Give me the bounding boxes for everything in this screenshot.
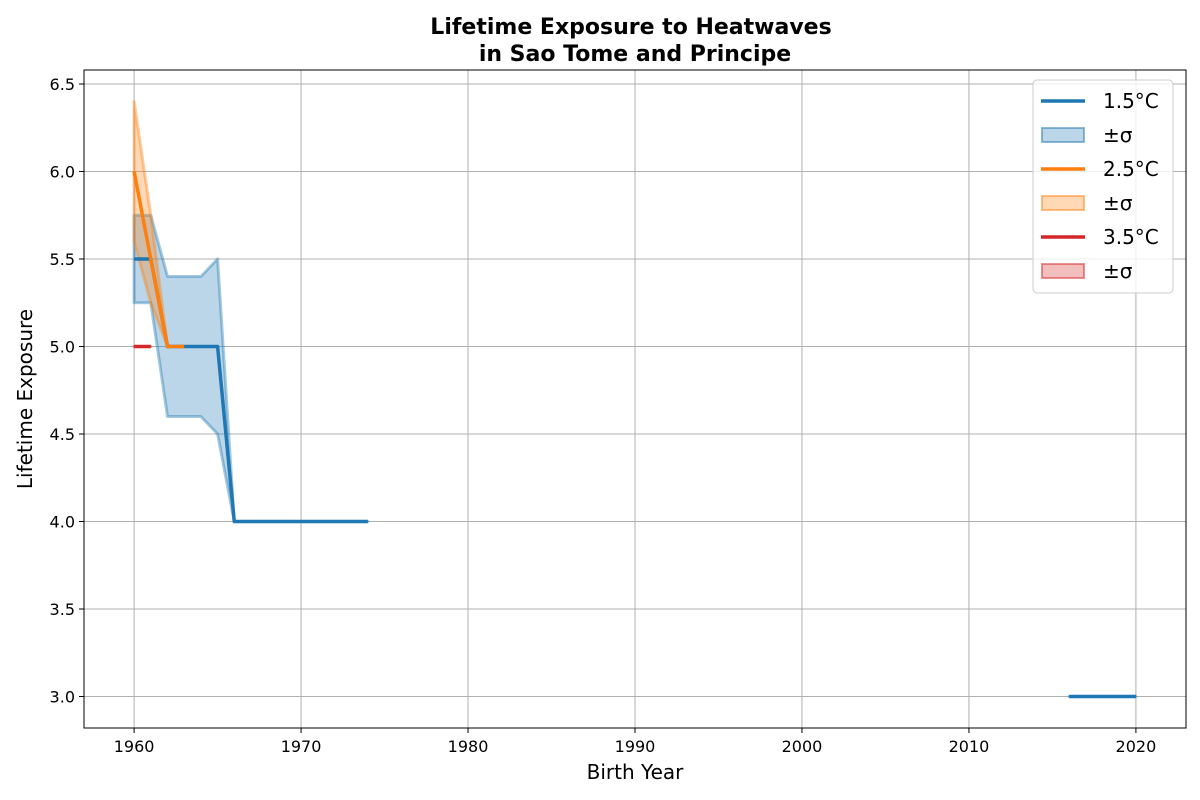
y-tick-label: 4.5 <box>50 425 75 444</box>
x-tick-label: 1960 <box>114 737 155 756</box>
y-tick-label: 4.0 <box>50 513 75 532</box>
legend-box <box>1032 79 1174 294</box>
legend-band-swatch-2 <box>1041 263 1085 279</box>
series-line-1 <box>132 171 185 349</box>
x-tick-label: 2010 <box>949 737 990 756</box>
grid <box>84 70 1186 728</box>
y-tick-label: 3.0 <box>50 688 75 707</box>
legend-band-swatch-0 <box>1041 127 1085 143</box>
plot-frame <box>83 69 1187 729</box>
legend-label-1: 2.5°C <box>1103 157 1159 181</box>
x-tick-label: 1990 <box>615 737 656 756</box>
legend-label-0: 1.5°C <box>1103 89 1159 113</box>
legend-band-label-1: ±σ <box>1103 191 1133 215</box>
axis-ticks: 1960 1970 1980 1990 2000 2010 2020 3.0 3.5 4.0 4.5… <box>50 75 1157 756</box>
legend-band-label-2: ±σ <box>1103 259 1133 283</box>
std-band-0 <box>132 213 370 523</box>
legend-band-swatch-1 <box>1041 195 1085 211</box>
chart-title-line1: Lifetime Exposure to Heatwaves <box>430 15 831 40</box>
y-tick-label: 6.0 <box>50 163 75 182</box>
legend-band-label-0: ±σ <box>1103 123 1133 147</box>
x-axis-label: Birth Year <box>587 760 684 784</box>
y-tick-label: 3.5 <box>50 600 75 619</box>
legend: 1.5°C ±σ 2.5°C ±σ 3.5°C ±σ <box>1032 79 1174 294</box>
y-tick-label: 6.5 <box>50 75 75 94</box>
y-tick-label: 5.5 <box>50 250 75 269</box>
series-lines <box>132 171 1136 699</box>
x-tick-label: 2000 <box>782 737 823 756</box>
y-axis-label: Lifetime Exposure <box>13 309 37 489</box>
x-tick-label: 1970 <box>281 737 322 756</box>
chart-title-line2: in Sao Tome and Principe <box>479 42 791 67</box>
y-tick-label: 5.0 <box>50 338 75 357</box>
x-tick-label: 2020 <box>1116 737 1157 756</box>
legend-label-2: 3.5°C <box>1103 225 1159 249</box>
x-tick-label: 1980 <box>448 737 489 756</box>
